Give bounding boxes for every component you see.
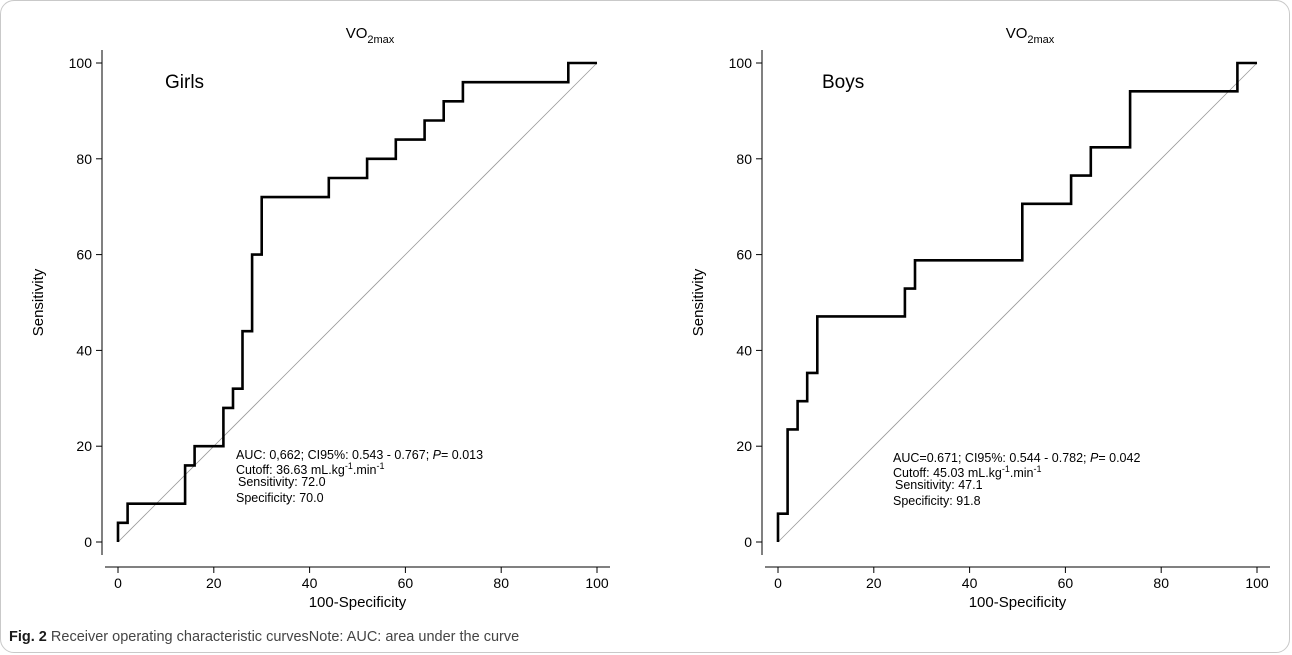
- reference-diagonal-line: [117, 62, 598, 543]
- sensitivity-annotation: Sensitivity: 47.1: [895, 478, 983, 492]
- cutoff-superscript: -1: [345, 461, 353, 471]
- chart-title-base: VO: [346, 25, 368, 42]
- y-tick-label: 40: [76, 342, 92, 358]
- auc-annotation: AUC: 0,662; CI95%: 0.543 - 0.767; P= 0.0…: [236, 448, 483, 462]
- y-tick-label: 80: [736, 151, 752, 167]
- cutoff-unit: .min: [1010, 466, 1034, 480]
- x-tick-label: 0: [774, 575, 782, 591]
- y-tick-label: 0: [84, 534, 92, 550]
- cutoff-annotation: Cutoff: 36.63 mL.kg-1.min-1: [236, 461, 385, 477]
- y-tick-label: 20: [76, 438, 92, 454]
- cutoff-superscript: -1: [377, 461, 385, 471]
- cutoff-superscript: -1: [1034, 464, 1042, 474]
- x-tick-label: 40: [302, 575, 318, 591]
- chart-title: VO2max: [1006, 25, 1055, 46]
- x-tick-label: 0: [114, 575, 122, 591]
- panel-label: Boys: [822, 72, 864, 93]
- x-tick-label: 100: [1245, 575, 1269, 591]
- panel-label: Girls: [165, 72, 204, 93]
- y-tick-label: 60: [736, 247, 752, 263]
- roc-panel-boys: VO2max Boys 0 20 40 60 80 100 100-Specificity 0 20…: [690, 25, 1270, 611]
- x-axis-label: 100-Specificity: [969, 594, 1067, 611]
- p-value: = 0.013: [441, 448, 483, 462]
- chart-title: VO2max: [346, 25, 395, 46]
- y-tick-label: 100: [729, 55, 753, 71]
- p-value: = 0.042: [1098, 451, 1140, 465]
- chart-title-subscript: 2max: [1027, 34, 1054, 46]
- sensitivity-annotation: Sensitivity: 72.0: [238, 475, 326, 489]
- cutoff-annotation: Cutoff: 45.03 mL.kg-1.min-1: [893, 464, 1042, 480]
- x-tick-label: 80: [1153, 575, 1169, 591]
- y-tick-label: 60: [76, 247, 92, 263]
- reference-diagonal-line: [777, 62, 1258, 543]
- specificity-annotation: Specificity: 70.0: [236, 491, 324, 505]
- chart-title-base: VO: [1006, 25, 1028, 42]
- chart-title-subscript: 2max: [367, 34, 394, 46]
- cutoff-superscript: -1: [1002, 464, 1010, 474]
- y-tick-label: 20: [736, 438, 752, 454]
- roc-curve: [116, 61, 597, 542]
- x-axis-label: 100-Specificity: [309, 594, 407, 611]
- x-tick-label: 80: [493, 575, 509, 591]
- x-tick-label: 20: [866, 575, 882, 591]
- p-symbol: P: [433, 448, 442, 462]
- y-tick-label: 0: [744, 534, 752, 550]
- roc-panel-girls: VO2max Girls 0 20 40 60 80 100 100-Specificity 0 2…: [30, 25, 610, 611]
- cutoff-unit: .min: [353, 463, 377, 477]
- y-tick-label: 80: [76, 151, 92, 167]
- specificity-annotation: Specificity: 91.8: [893, 494, 981, 508]
- x-tick-label: 20: [206, 575, 222, 591]
- y-axis-label: Sensitivity: [30, 268, 47, 336]
- roc-curve: [776, 61, 1257, 542]
- x-tick-label: 100: [585, 575, 609, 591]
- y-axis-label: Sensitivity: [690, 268, 707, 336]
- figure-caption: Fig. 2 Receiver operating characteristic…: [9, 629, 519, 645]
- auc-text: AUC: 0,662; CI95%: 0.543 - 0.767;: [236, 448, 433, 462]
- x-tick-label: 40: [962, 575, 978, 591]
- cutoff-value: Cutoff: 36.63 mL.kg: [236, 463, 345, 477]
- x-tick-label: 60: [1058, 575, 1074, 591]
- auc-text: AUC=0.671; CI95%: 0.544 - 0.782;: [893, 451, 1090, 465]
- auc-annotation: AUC=0.671; CI95%: 0.544 - 0.782; P= 0.04…: [893, 451, 1140, 465]
- p-symbol: P: [1090, 451, 1099, 465]
- cutoff-value: Cutoff: 45.03 mL.kg: [893, 466, 1002, 480]
- x-tick-label: 60: [398, 575, 414, 591]
- caption-label: Fig. 2: [9, 629, 47, 645]
- y-tick-label: 100: [69, 55, 93, 71]
- y-tick-label: 40: [736, 342, 752, 358]
- caption-text: Receiver operating characteristic curves…: [50, 629, 520, 645]
